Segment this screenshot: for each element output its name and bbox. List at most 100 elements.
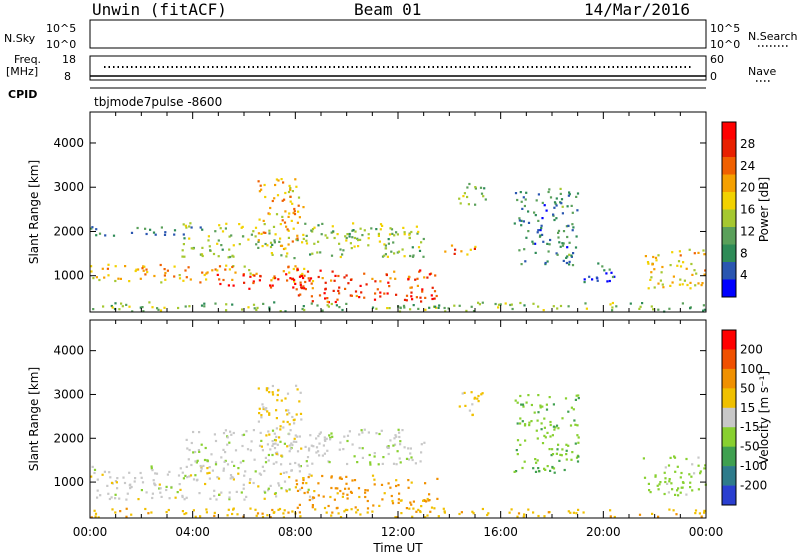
data-cell	[374, 292, 377, 295]
data-cell	[182, 223, 185, 226]
data-cell	[685, 267, 688, 270]
data-cell	[523, 304, 526, 307]
data-cell	[572, 252, 575, 255]
data-cell	[126, 492, 129, 495]
data-cell	[516, 439, 520, 442]
data-cell	[515, 449, 518, 452]
cpid-value: tbjmode7pulse -8600	[94, 95, 223, 109]
data-cell	[450, 244, 454, 247]
data-cell	[294, 282, 297, 285]
data-cell	[326, 297, 329, 300]
data-cell	[296, 388, 299, 391]
data-cell	[461, 392, 464, 395]
data-cell	[151, 306, 154, 309]
data-cell	[271, 243, 274, 246]
data-cell	[291, 443, 294, 447]
data-cell	[694, 509, 698, 512]
data-cell	[300, 447, 303, 450]
data-cell	[209, 249, 212, 252]
data-cell	[273, 239, 276, 242]
data-cell	[551, 465, 554, 469]
data-cell	[339, 516, 343, 519]
data-cell	[213, 433, 216, 436]
data-cell	[177, 474, 181, 477]
data-cell	[158, 487, 161, 490]
data-cell	[329, 436, 332, 439]
data-cell	[411, 255, 415, 258]
data-cell	[564, 397, 568, 400]
data-cell	[664, 480, 667, 484]
data-cell	[134, 477, 137, 480]
data-cell	[419, 460, 422, 463]
colorbar-swatch	[722, 446, 736, 467]
data-cell	[196, 478, 199, 481]
data-cell	[658, 483, 661, 486]
data-cell	[410, 291, 413, 294]
data-cell	[424, 482, 427, 485]
data-cell	[213, 511, 216, 514]
data-cell	[256, 512, 260, 515]
data-cell	[157, 308, 160, 311]
data-cell	[466, 186, 469, 189]
data-cell	[409, 452, 412, 455]
data-cell	[393, 437, 396, 440]
data-cell	[615, 305, 618, 308]
data-cell	[166, 473, 169, 476]
data-cell	[310, 295, 313, 298]
data-cell	[349, 242, 352, 245]
data-cell	[354, 290, 358, 293]
data-cell	[649, 278, 652, 281]
data-cell	[200, 253, 203, 256]
data-cell	[394, 277, 397, 280]
data-cell	[536, 437, 539, 440]
data-cell	[265, 387, 268, 390]
x-tick-label: 00:00	[689, 525, 724, 539]
data-cell	[535, 199, 538, 202]
y-axis-label: Slant Range [km]	[27, 160, 41, 264]
data-cell	[373, 483, 376, 486]
data-cell	[700, 515, 703, 518]
data-cell	[248, 481, 251, 484]
data-cell	[258, 444, 262, 447]
data-cell	[418, 270, 421, 273]
data-cell	[537, 229, 540, 232]
data-cell	[478, 303, 481, 306]
data-cell	[330, 432, 333, 435]
panel-frame-power	[89, 111, 707, 313]
data-cell	[344, 487, 347, 490]
data-cell	[458, 512, 461, 516]
data-cell	[541, 233, 544, 236]
data-cell	[148, 301, 151, 304]
data-cell	[188, 305, 191, 308]
data-cell	[232, 478, 235, 481]
data-cell	[384, 244, 387, 247]
data-cell	[575, 235, 578, 238]
data-cell	[407, 277, 410, 280]
data-cell	[544, 436, 547, 439]
data-cell	[332, 230, 335, 233]
data-cell	[298, 400, 301, 403]
data-cell	[418, 249, 422, 252]
data-cell	[307, 488, 310, 491]
data-cell	[337, 274, 340, 278]
data-cell	[177, 306, 180, 310]
data-cell	[204, 446, 207, 450]
data-cell	[668, 478, 671, 481]
data-cell	[314, 508, 317, 511]
data-cell	[296, 239, 299, 242]
data-cell	[206, 467, 209, 470]
data-cell	[642, 457, 645, 460]
data-cell	[141, 481, 145, 484]
data-cell	[549, 435, 552, 438]
data-cell	[298, 511, 301, 514]
data-cell	[361, 447, 364, 450]
data-cell	[538, 235, 542, 238]
data-cell	[568, 191, 571, 194]
data-cell	[259, 275, 262, 278]
data-cell	[353, 455, 356, 458]
data-cell	[381, 462, 384, 465]
data-cell	[651, 512, 654, 515]
data-cell	[577, 455, 580, 458]
data-cell	[371, 306, 375, 309]
colorbar-swatch	[722, 485, 736, 506]
